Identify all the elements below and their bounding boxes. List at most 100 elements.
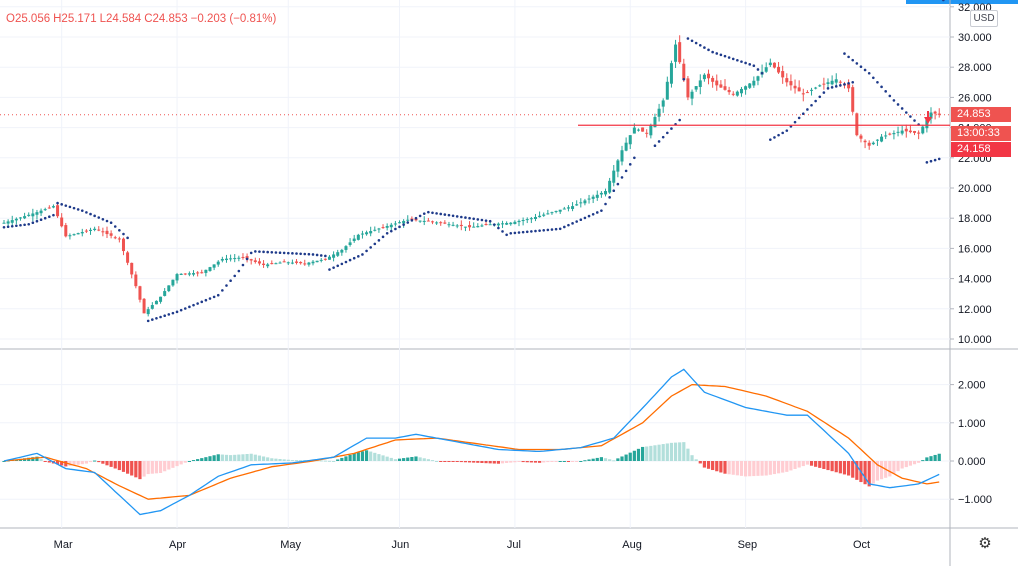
macd-histogram-bar [575, 461, 579, 462]
time-tick-label: Mar [54, 539, 73, 551]
macd-tick-label: −1.000 [958, 494, 992, 506]
candle-body [89, 229, 93, 231]
candle-body [56, 205, 60, 217]
candle-body [286, 262, 290, 264]
price-tick-label: 18.000 [958, 213, 992, 225]
candle-body [805, 92, 809, 94]
macd-histogram-bar [327, 460, 332, 462]
psar-dot [435, 212, 438, 215]
macd-histogram-bar [196, 459, 200, 461]
psar-dot [822, 91, 826, 94]
macd-histogram-bar [319, 460, 323, 462]
psar-dot [550, 228, 554, 231]
candle-body [257, 261, 261, 264]
sell-arrow-icon [924, 111, 932, 124]
candle-body [451, 224, 455, 226]
macd-histogram-bar [929, 456, 933, 461]
psar-dot [711, 50, 714, 54]
psar-dot [484, 219, 488, 222]
psar-dot [715, 52, 719, 55]
candle-body [369, 231, 373, 234]
psar-dot [480, 218, 484, 222]
psar-dot [85, 211, 88, 214]
time-tick-label: Aug [622, 539, 642, 551]
psar-dot [212, 295, 216, 299]
macd-histogram-bar [900, 461, 904, 469]
candle-body [101, 231, 105, 233]
candle-body [208, 267, 212, 271]
price-tick-label: 10.000 [958, 334, 992, 346]
price-tick-label: 14.000 [958, 274, 992, 286]
macd-histogram-bar [686, 448, 690, 461]
psar-dot [274, 251, 278, 254]
psar-dot [863, 68, 867, 72]
psar-dot [348, 258, 352, 262]
candle-body [834, 79, 838, 83]
macd-histogram-bar [608, 459, 612, 461]
macd-histogram-bar [830, 461, 834, 472]
psar-dot [847, 82, 850, 85]
time-tick-label: Sep [738, 539, 758, 551]
macd-histogram-bar [517, 461, 521, 462]
macd-histogram-bar [603, 458, 608, 461]
psar-dot [464, 216, 467, 219]
macd-histogram-bar [908, 461, 912, 466]
macd-histogram-bar [727, 461, 731, 475]
macd-histogram-bar [781, 461, 785, 473]
psar-dot [558, 227, 562, 231]
candle-body [686, 78, 690, 98]
macd-histogram-bar [105, 461, 109, 466]
macd-histogram-bar [554, 461, 558, 462]
psar-dot [286, 251, 290, 255]
psar-dot [175, 310, 179, 314]
macd-histogram-bar [142, 461, 146, 477]
psar-dot [431, 211, 434, 215]
macd-histogram-bar [937, 453, 941, 461]
macd-histogram-bar [414, 456, 418, 461]
psar-dot [27, 222, 31, 226]
macd-histogram-bar [253, 454, 257, 461]
candle-body [863, 140, 867, 143]
candle-body [591, 196, 595, 199]
psar-dot [208, 297, 212, 300]
candle-body [583, 200, 587, 204]
candle-body [253, 260, 257, 262]
psar-dot [225, 284, 228, 287]
macd-histogram-bar [406, 457, 410, 461]
last-price-tag: 24.853 [951, 107, 1011, 122]
macd-histogram-bar [323, 460, 327, 462]
psar-dot [303, 252, 307, 256]
candle-body [752, 80, 756, 86]
psar-dot [159, 315, 162, 319]
psar-dot [538, 229, 541, 232]
candle-body [117, 238, 121, 240]
candle-body [900, 130, 904, 134]
macd-histogram-bar [822, 461, 826, 469]
currency-button[interactable]: USD [970, 10, 998, 27]
price-tick-label: 20.000 [958, 183, 992, 195]
psar-dot [336, 264, 340, 268]
macd-histogram-bar [360, 451, 365, 461]
gear-icon[interactable]: ⚙ [978, 535, 992, 552]
macd-histogram-bar [851, 461, 855, 478]
psar-dot [904, 111, 908, 114]
psar-dot [670, 127, 673, 130]
candle-body [904, 128, 908, 132]
psar-dot [909, 115, 912, 118]
time-tick-label: Jul [507, 539, 521, 551]
candle-body [579, 202, 583, 204]
psar-dot [443, 213, 447, 216]
psar-dot [872, 76, 875, 80]
psar-dot [690, 39, 694, 43]
candle-body [315, 260, 319, 263]
psar-dot [703, 46, 706, 49]
countdown-tag: 13:00:33 [951, 126, 1011, 141]
macd-histogram-bar [793, 461, 797, 469]
candle-body [23, 216, 27, 219]
psar-dot [369, 246, 372, 249]
candle-body [546, 213, 550, 215]
macd-histogram-bar [632, 450, 636, 461]
candle-body [10, 220, 14, 223]
candle-body [641, 127, 645, 132]
